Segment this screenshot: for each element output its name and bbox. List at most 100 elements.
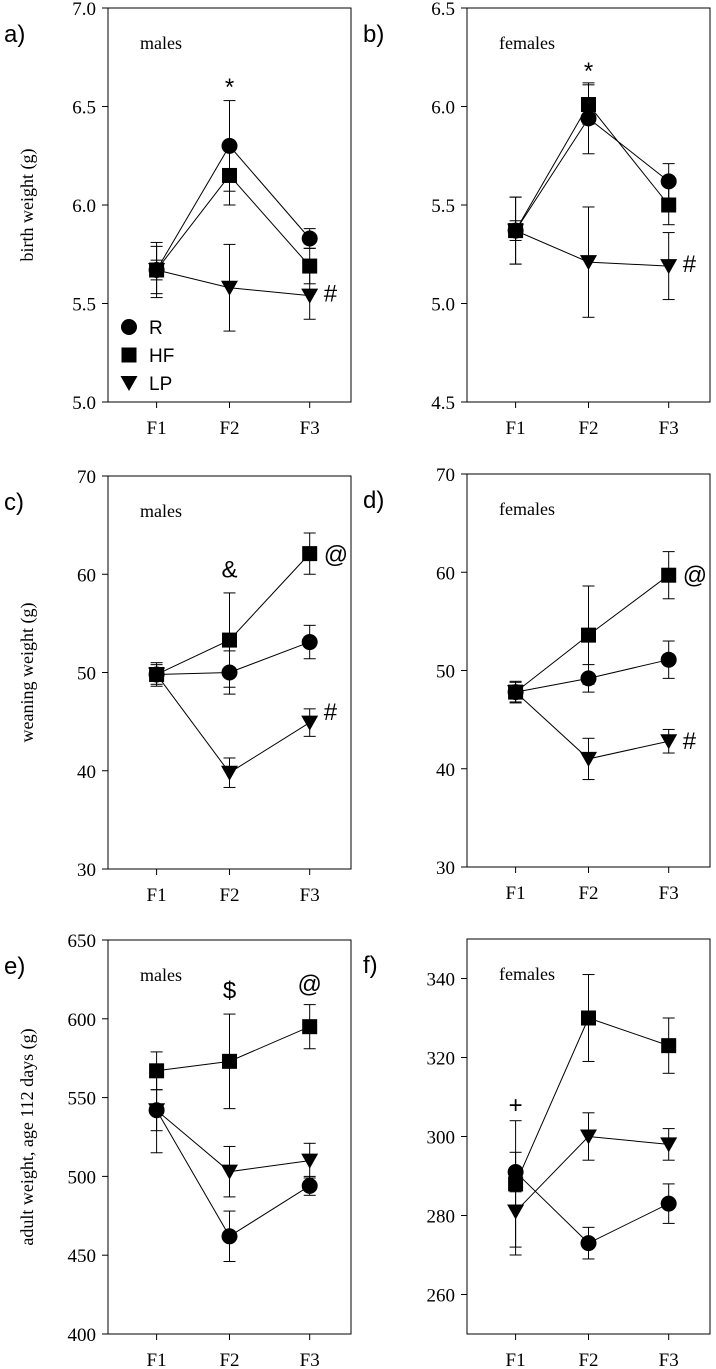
panel-e-ytick-label: 600 (68, 1010, 97, 1031)
panel-f-series-hf-point (581, 1010, 596, 1026)
panel-a-xtick-label: F1 (147, 418, 167, 439)
panel-e-ytick-label: 500 (68, 1167, 97, 1188)
panel-a-series-r-point (301, 230, 318, 247)
panel-b-annotation: * (584, 58, 593, 85)
panel-d-xtick-label: F1 (506, 883, 526, 904)
panel-f-ytick-label: 340 (427, 970, 456, 991)
panel-e-xtick-label: F1 (147, 1350, 167, 1369)
panel-b-series-hf-point (581, 97, 596, 113)
panel-e-ytick-label: 400 (68, 1325, 97, 1346)
panel-b-label: b) (363, 21, 384, 48)
panel-e-annotation: $ (223, 977, 236, 1004)
panel-f-series-r-line (515, 1171, 669, 1244)
panel-c-ytick-label: 70 (77, 467, 96, 488)
panel-f-label: f) (363, 952, 378, 979)
panel-b-ytick-label: 6.5 (431, 0, 455, 20)
panel-b-series-lp-point (507, 223, 525, 239)
panel-c-xtick-label: F3 (300, 885, 320, 906)
panel-d-title: females (499, 499, 555, 519)
panel-d-ytick-label: 30 (436, 858, 455, 879)
panel-f-title: females (499, 964, 555, 984)
panel-e-ytick-label: 650 (68, 931, 97, 952)
panel-a-legend-marker-r (121, 319, 137, 335)
panel-e-series-hf-point (149, 1063, 165, 1079)
panel-f-xtick-label: F3 (659, 1350, 679, 1369)
panel-a-title: males (140, 33, 182, 53)
panel-e-series-lp-point (301, 1153, 319, 1169)
panel-a-series-lp-point (148, 263, 166, 279)
panel-c-ytick-label: 40 (77, 762, 96, 783)
panel-a-ytick-label: 5.0 (72, 393, 96, 414)
panel-e-series-r-point (301, 1177, 318, 1194)
panel-c-ytick-label: 30 (77, 860, 96, 881)
panel-e-ytick-label: 450 (68, 1246, 97, 1267)
panel-c-annotation: # (324, 699, 338, 726)
panel-b-xtick-label: F3 (659, 418, 679, 439)
panel-c-xtick-label: F1 (147, 885, 167, 906)
panel-b-ytick-label: 5.5 (431, 196, 455, 217)
panel-d-series-hf-point (581, 627, 596, 643)
panel-f-annotation: + (509, 1092, 523, 1119)
panel-c-series-r-point (301, 634, 318, 651)
panel-d-series-lp-point (580, 751, 597, 767)
panel-d-ytick-label: 70 (436, 465, 455, 486)
panel-b-series-lp-point (660, 259, 678, 275)
panel-d-annotation: @ (683, 562, 707, 589)
panel-e-series-lp-point (221, 1164, 238, 1180)
panel-a-series-hf-point (222, 167, 237, 183)
panel-a-series-lp-point (301, 288, 319, 304)
panel-c-ytick-label: 60 (77, 565, 96, 586)
panel-b-title: females (499, 33, 555, 53)
panel-a-series-hf-line (156, 174, 311, 271)
panel-a-ylabel: birth weight (g) (17, 149, 38, 262)
panel-f-series-lp-point (507, 1204, 525, 1220)
panel-f-series-r-point (660, 1195, 677, 1212)
panel-c-ylabel: weaning weight (g) (17, 603, 38, 743)
panel-b-ytick-label: 5.0 (431, 295, 455, 316)
panel-f-ytick-label: 320 (427, 1049, 456, 1070)
panel-d-series-hf-point (661, 567, 677, 583)
panel-c-series-hf-point (222, 632, 237, 648)
panel-b-annotation: # (683, 251, 697, 278)
panel-f-xtick-label: F2 (578, 1350, 598, 1369)
panel-a-legend-label-lp: LP (149, 374, 172, 395)
panel-e-title: males (140, 965, 182, 985)
panel-a-series-lp-point (221, 280, 238, 296)
panel-a-label: a) (4, 21, 25, 48)
panel-e-label: e) (4, 953, 25, 980)
panel-f-series-lp-point (660, 1137, 678, 1153)
panel-a-ytick-label: 6.5 (72, 98, 96, 119)
panel-c-annotation: & (221, 556, 237, 583)
panel-e-ytick-label: 550 (68, 1089, 97, 1110)
panel-a-ytick-label: 7.0 (72, 0, 96, 20)
panel-b-series-hf-point (661, 197, 677, 213)
panel-b-series-r-line (515, 117, 669, 231)
panel-f-ytick-label: 260 (427, 1286, 456, 1307)
panel-f-series-hf-point (661, 1038, 677, 1054)
panel-f-xtick-label: F1 (506, 1350, 526, 1369)
panel-f-ytick-label: 300 (427, 1128, 456, 1149)
panel-f-ytick-label: 280 (427, 1207, 456, 1228)
panel-c-series-lp-point (148, 667, 166, 683)
panel-a-legend-label-hf: HF (149, 346, 174, 367)
panel-b-xtick-label: F1 (506, 418, 526, 439)
panel-c-series-lp-point (221, 765, 238, 781)
panel-a-ytick-label: 6.0 (72, 196, 96, 217)
panel-b-series-lp-point (580, 255, 597, 271)
panel-d-label: d) (363, 487, 384, 514)
panel-d-series-lp-line (515, 691, 669, 760)
panel-e-xtick-label: F2 (219, 1350, 239, 1369)
panel-c-title: males (140, 501, 182, 521)
panel-d-series-lp-point (507, 685, 525, 701)
panel-e-ylabel: adult weight, age 112 days (g) (17, 1028, 38, 1245)
panel-e-xtick-label: F3 (300, 1350, 320, 1369)
panel-f-series-hf-line (515, 1017, 669, 1185)
panel-d-xtick-label: F3 (659, 883, 679, 904)
panel-e-annotation: @ (298, 971, 322, 998)
panel-d-ytick-label: 60 (436, 563, 455, 584)
panel-a-series-r-line (156, 145, 311, 271)
panel-a-annotation: * (225, 74, 234, 101)
panel-e-series-lp-point (148, 1103, 166, 1119)
panel-b-ytick-label: 4.5 (431, 393, 455, 414)
